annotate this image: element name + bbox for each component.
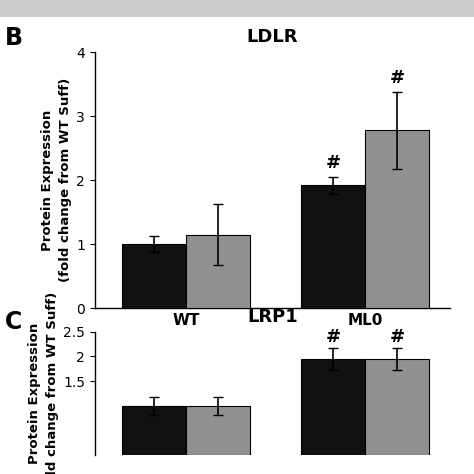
- Text: C: C: [5, 310, 22, 335]
- Bar: [122, 244, 186, 308]
- Text: #: #: [326, 328, 341, 346]
- Bar: [301, 359, 365, 455]
- Bar: [365, 130, 429, 308]
- Bar: [186, 406, 250, 455]
- Text: #: #: [390, 328, 405, 346]
- Text: #: #: [326, 155, 341, 173]
- Title: LDLR: LDLR: [247, 28, 298, 46]
- Bar: [365, 359, 429, 455]
- Bar: [301, 185, 365, 308]
- Bar: [186, 235, 250, 308]
- Bar: [122, 406, 186, 455]
- Text: #: #: [390, 69, 405, 87]
- Y-axis label: Protein Expression
(fold change from WT Suff): Protein Expression (fold change from WT …: [41, 78, 72, 282]
- Y-axis label: Protein Expression
(fold change from WT Suff): Protein Expression (fold change from WT …: [28, 292, 59, 474]
- Title: LRP1: LRP1: [247, 308, 298, 326]
- Text: B: B: [5, 26, 23, 50]
